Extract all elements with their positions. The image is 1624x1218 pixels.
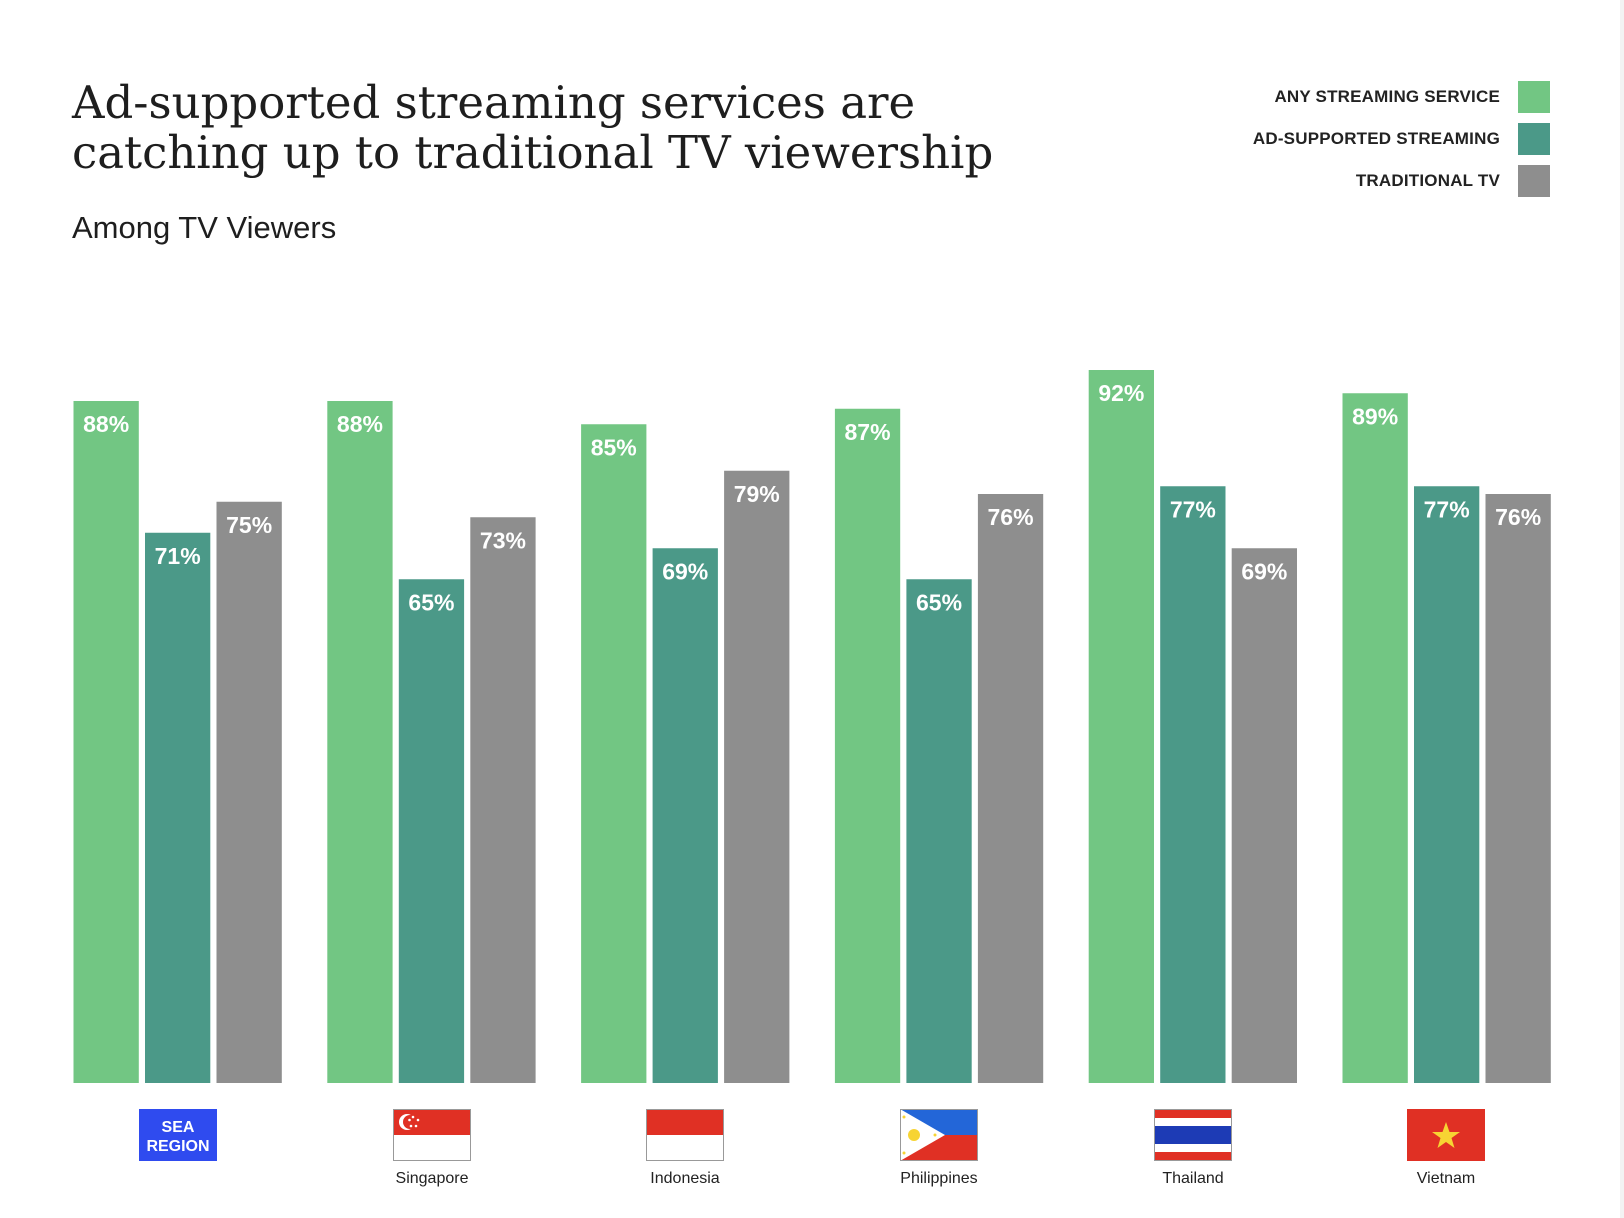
legend-swatch <box>1518 165 1550 197</box>
category-label-singapore: Singapore <box>395 1170 469 1187</box>
bar-sea-region-series-0 <box>73 401 139 1083</box>
bar-indonesia-series-1 <box>652 548 718 1083</box>
category-label-philippines: Philippines <box>900 1170 978 1187</box>
bar-singapore-series-1 <box>398 579 465 1083</box>
chart-title: Ad-supported streaming services are catc… <box>72 76 994 179</box>
bar-vietnam-series-0 <box>1342 393 1408 1083</box>
bar-indonesia-series-2 <box>724 470 790 1083</box>
legend-label: ANY STREAMING SERVICE <box>1274 87 1500 106</box>
bar-singapore-series-0 <box>327 401 393 1083</box>
sea-badge-line2: REGION <box>146 1138 209 1155</box>
bar-indonesia-series-0 <box>581 424 647 1083</box>
data-label: 79% <box>734 481 780 507</box>
category-label-indonesia: Indonesia <box>650 1170 720 1187</box>
philippines-flag-icon <box>900 1109 978 1161</box>
bar-vietnam-series-1 <box>1414 486 1480 1083</box>
thailand-flag-icon <box>1154 1109 1232 1161</box>
legend-swatch <box>1518 81 1550 113</box>
legend-item-ad-supported: AD-SUPPORTED STREAMING <box>1253 123 1550 155</box>
data-label: 92% <box>1098 380 1144 406</box>
bar-sea-region-series-1 <box>145 532 211 1083</box>
bar-philippines-series-0 <box>834 408 901 1083</box>
data-label: 89% <box>1352 403 1398 429</box>
legend-label: AD-SUPPORTED STREAMING <box>1252 129 1500 148</box>
data-label: 76% <box>1495 504 1541 530</box>
bar-philippines-series-2 <box>977 494 1044 1083</box>
chart-subtitle: Among TV Viewers <box>72 210 337 245</box>
data-label: 75% <box>226 512 272 538</box>
category-label-thailand: Thailand <box>1162 1170 1224 1187</box>
data-label: 77% <box>1170 496 1216 522</box>
bar-philippines-series-1 <box>906 579 972 1083</box>
data-label: 71% <box>155 543 201 569</box>
legend-item-traditional-tv: TRADITIONAL TV <box>1253 165 1550 197</box>
bar-thailand-series-0 <box>1088 370 1154 1083</box>
data-label: 77% <box>1424 496 1470 522</box>
data-label: 73% <box>480 527 526 553</box>
bar-vietnam-series-2 <box>1485 494 1551 1083</box>
bar-thailand-series-1 <box>1160 486 1226 1083</box>
page-edge <box>1620 0 1624 1218</box>
data-label: 88% <box>83 411 129 437</box>
legend-item-any-streaming: ANY STREAMING SERVICE <box>1253 81 1550 113</box>
legend: ANY STREAMING SERVICE AD-SUPPORTED STREA… <box>1253 81 1550 207</box>
sea-badge-line1: SEA <box>162 1119 195 1136</box>
data-label: 87% <box>845 419 891 445</box>
sea-region-badge: SEA REGION <box>139 1109 217 1161</box>
singapore-flag-icon <box>393 1109 471 1161</box>
bar-singapore-series-2 <box>470 517 536 1083</box>
legend-label: TRADITIONAL TV <box>1355 171 1500 190</box>
category-label-vietnam: Vietnam <box>1416 1170 1476 1187</box>
indonesia-flag-icon <box>646 1109 724 1161</box>
data-label: 69% <box>1241 558 1287 584</box>
legend-swatch <box>1518 123 1550 155</box>
data-label: 65% <box>408 589 454 615</box>
vietnam-flag-icon <box>1407 1109 1485 1161</box>
data-label: 76% <box>988 504 1034 530</box>
bar-sea-region-series-2 <box>216 501 282 1083</box>
data-label: 88% <box>337 411 383 437</box>
bar-thailand-series-2 <box>1231 548 1297 1083</box>
data-label: 65% <box>916 589 962 615</box>
data-label: 85% <box>591 434 637 460</box>
data-label: 69% <box>662 558 708 584</box>
